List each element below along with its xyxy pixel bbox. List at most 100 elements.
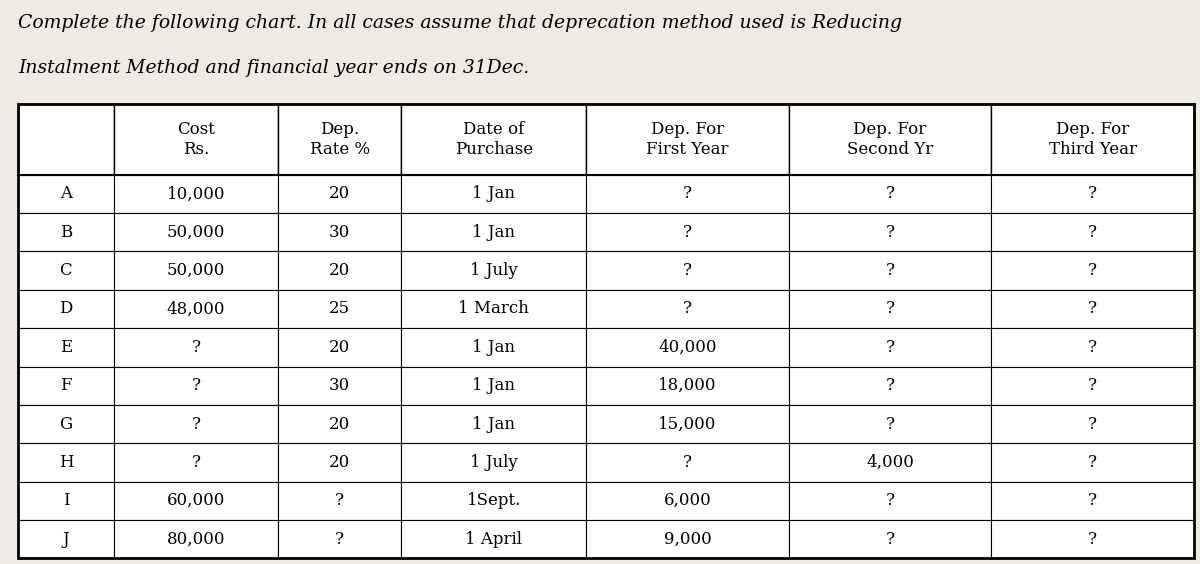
Bar xyxy=(586,290,788,328)
Bar xyxy=(788,520,991,558)
Bar xyxy=(401,520,586,558)
Bar xyxy=(586,252,788,290)
Bar xyxy=(18,252,114,290)
Text: ?: ? xyxy=(1088,301,1097,318)
Bar xyxy=(586,367,788,405)
Bar xyxy=(278,405,401,443)
Text: ?: ? xyxy=(1088,454,1097,471)
Bar xyxy=(788,405,991,443)
Text: Cost
Rs.: Cost Rs. xyxy=(178,121,215,158)
Text: 1 Jan: 1 Jan xyxy=(473,186,515,202)
Text: 1 April: 1 April xyxy=(466,531,522,548)
Text: C: C xyxy=(60,262,72,279)
Text: 60,000: 60,000 xyxy=(167,492,226,509)
Bar xyxy=(114,520,278,558)
Text: 1 July: 1 July xyxy=(470,262,517,279)
Bar xyxy=(586,213,788,252)
Bar xyxy=(114,405,278,443)
Text: ?: ? xyxy=(886,224,894,241)
Bar xyxy=(278,443,401,482)
Text: ?: ? xyxy=(683,301,692,318)
Bar xyxy=(114,213,278,252)
Bar xyxy=(401,405,586,443)
Text: Dep. For
Third Year: Dep. For Third Year xyxy=(1049,121,1136,158)
Text: ?: ? xyxy=(335,531,344,548)
Text: 1 March: 1 March xyxy=(458,301,529,318)
Text: ?: ? xyxy=(886,531,894,548)
Bar xyxy=(991,405,1194,443)
Text: 30: 30 xyxy=(329,377,350,394)
Bar xyxy=(114,175,278,213)
Text: ?: ? xyxy=(192,454,200,471)
Bar xyxy=(401,290,586,328)
Bar xyxy=(18,520,114,558)
Bar xyxy=(401,482,586,520)
Text: 48,000: 48,000 xyxy=(167,301,226,318)
Text: E: E xyxy=(60,339,72,356)
Text: ?: ? xyxy=(1088,224,1097,241)
Text: ?: ? xyxy=(886,301,894,318)
Bar xyxy=(991,520,1194,558)
Bar xyxy=(991,213,1194,252)
Text: 50,000: 50,000 xyxy=(167,262,226,279)
Bar xyxy=(991,328,1194,367)
Bar xyxy=(991,175,1194,213)
Bar xyxy=(788,328,991,367)
Bar xyxy=(18,405,114,443)
Bar xyxy=(278,482,401,520)
Text: 20: 20 xyxy=(329,262,350,279)
Bar xyxy=(401,213,586,252)
Text: 1 Jan: 1 Jan xyxy=(473,339,515,356)
Text: Date of
Purchase: Date of Purchase xyxy=(455,121,533,158)
Bar xyxy=(401,328,586,367)
Text: J: J xyxy=(62,531,70,548)
Text: G: G xyxy=(59,416,72,433)
Bar xyxy=(114,252,278,290)
Text: ?: ? xyxy=(1088,262,1097,279)
Text: ?: ? xyxy=(1088,416,1097,433)
Bar xyxy=(586,328,788,367)
Text: ?: ? xyxy=(886,377,894,394)
Text: 1Sept.: 1Sept. xyxy=(467,492,521,509)
Text: ?: ? xyxy=(1088,339,1097,356)
Bar xyxy=(18,104,114,175)
Text: B: B xyxy=(60,224,72,241)
Bar xyxy=(586,175,788,213)
Text: ?: ? xyxy=(1088,377,1097,394)
Bar xyxy=(18,328,114,367)
Bar xyxy=(586,443,788,482)
Text: ?: ? xyxy=(1088,186,1097,202)
Bar xyxy=(18,443,114,482)
Bar xyxy=(401,443,586,482)
Text: 25: 25 xyxy=(329,301,350,318)
Bar xyxy=(401,367,586,405)
Bar xyxy=(18,175,114,213)
Bar xyxy=(401,175,586,213)
Bar xyxy=(278,252,401,290)
Bar xyxy=(991,443,1194,482)
Text: ?: ? xyxy=(683,454,692,471)
Bar xyxy=(278,328,401,367)
Text: 18,000: 18,000 xyxy=(659,377,716,394)
Text: 9,000: 9,000 xyxy=(664,531,712,548)
Bar xyxy=(114,443,278,482)
Bar xyxy=(788,175,991,213)
Bar xyxy=(278,175,401,213)
Text: 30: 30 xyxy=(329,224,350,241)
Bar xyxy=(991,290,1194,328)
Text: ?: ? xyxy=(192,416,200,433)
Text: ?: ? xyxy=(886,339,894,356)
Bar xyxy=(278,520,401,558)
Bar xyxy=(401,252,586,290)
Bar xyxy=(278,290,401,328)
Text: 15,000: 15,000 xyxy=(659,416,716,433)
Text: ?: ? xyxy=(192,339,200,356)
Text: ?: ? xyxy=(192,377,200,394)
Text: 1 Jan: 1 Jan xyxy=(473,224,515,241)
Bar xyxy=(18,367,114,405)
Text: F: F xyxy=(60,377,72,394)
Bar xyxy=(788,367,991,405)
Text: 20: 20 xyxy=(329,416,350,433)
Text: ?: ? xyxy=(886,262,894,279)
Text: 6,000: 6,000 xyxy=(664,492,712,509)
